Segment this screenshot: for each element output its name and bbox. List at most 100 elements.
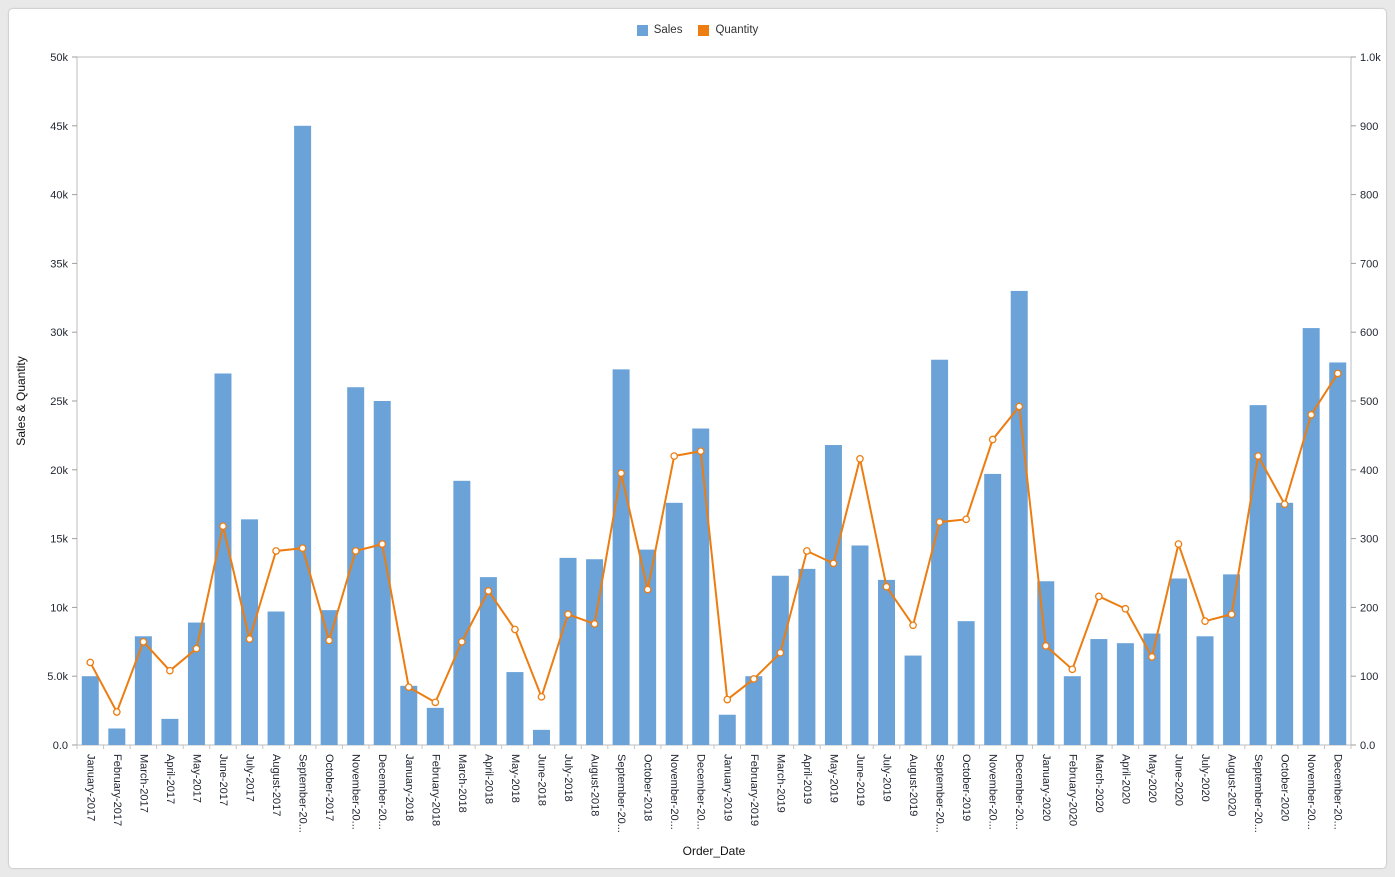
- sales-bar[interactable]: [453, 480, 471, 745]
- quantity-marker[interactable]: [431, 698, 440, 707]
- quantity-marker[interactable]: [245, 635, 254, 643]
- sales-bar[interactable]: [612, 369, 630, 745]
- quantity-marker[interactable]: [617, 469, 625, 478]
- sales-bar[interactable]: [639, 549, 657, 745]
- sales-bar[interactable]: [878, 579, 896, 745]
- sales-bar[interactable]: [904, 655, 922, 745]
- sales-bar[interactable]: [665, 502, 683, 745]
- quantity-marker[interactable]: [1041, 642, 1050, 650]
- sales-bar[interactable]: [294, 125, 312, 746]
- sales-bar[interactable]: [479, 577, 497, 745]
- sales-bar[interactable]: [134, 636, 152, 745]
- quantity-marker[interactable]: [272, 547, 280, 555]
- sales-bar[interactable]: [532, 729, 550, 745]
- quantity-marker[interactable]: [829, 559, 838, 568]
- sales-bar[interactable]: [320, 610, 338, 745]
- quantity-marker[interactable]: [882, 582, 891, 591]
- quantity-marker[interactable]: [935, 518, 944, 526]
- sales-bar[interactable]: [1223, 574, 1241, 745]
- quantity-marker[interactable]: [192, 644, 201, 653]
- quantity-marker[interactable]: [590, 620, 599, 628]
- sales-bar[interactable]: [1329, 362, 1347, 745]
- sales-bar[interactable]: [559, 557, 577, 745]
- quantity-marker[interactable]: [219, 522, 227, 531]
- sales-bar[interactable]: [347, 387, 365, 745]
- sales-bar[interactable]: [1116, 643, 1134, 745]
- x-axis-label: September-20...: [297, 754, 309, 833]
- quantity-marker[interactable]: [298, 544, 307, 553]
- sales-bar[interactable]: [931, 359, 949, 745]
- sales-bar[interactable]: [81, 676, 99, 745]
- sales-bar[interactable]: [1090, 639, 1108, 745]
- quantity-marker[interactable]: [537, 692, 546, 701]
- quantity-marker[interactable]: [458, 637, 466, 646]
- sales-bar[interactable]: [214, 373, 232, 745]
- sales-bar[interactable]: [1249, 405, 1267, 745]
- quantity-marker[interactable]: [1227, 610, 1236, 619]
- sales-bar[interactable]: [692, 428, 710, 745]
- quantity-marker[interactable]: [1121, 604, 1130, 613]
- quantity-marker[interactable]: [1015, 402, 1024, 411]
- quantity-marker[interactable]: [351, 547, 360, 555]
- sales-bar[interactable]: [1010, 290, 1028, 745]
- quantity-marker[interactable]: [643, 585, 652, 594]
- sales-bar[interactable]: [851, 545, 869, 745]
- quantity-marker[interactable]: [670, 452, 679, 460]
- sales-bar[interactable]: [745, 676, 763, 745]
- quantity-marker[interactable]: [1333, 369, 1342, 378]
- quantity-marker[interactable]: [325, 636, 333, 645]
- sales-bar[interactable]: [1037, 581, 1055, 745]
- sales-bar[interactable]: [506, 672, 524, 745]
- quantity-marker[interactable]: [988, 435, 997, 444]
- sales-bar[interactable]: [586, 559, 604, 745]
- sales-bar[interactable]: [718, 714, 736, 745]
- quantity-marker[interactable]: [1095, 592, 1103, 601]
- sales-bar[interactable]: [957, 621, 975, 745]
- sales-bar[interactable]: [267, 611, 285, 745]
- quantity-marker[interactable]: [564, 610, 572, 619]
- quantity-marker[interactable]: [696, 447, 705, 456]
- quantity-marker[interactable]: [166, 666, 174, 675]
- sales-quantity-combo-chart[interactable]: Sales & Quantity Order_Date 0.0 5.0k 10k 15…: [9, 45, 1386, 867]
- sales-bar[interactable]: [187, 622, 205, 745]
- legend-item-quantity[interactable]: Quantity: [698, 24, 758, 36]
- quantity-marker[interactable]: [1174, 540, 1183, 548]
- sales-bar[interactable]: [400, 685, 418, 745]
- quantity-marker[interactable]: [404, 683, 413, 692]
- sales-bar[interactable]: [798, 568, 816, 745]
- sales-bar[interactable]: [1276, 502, 1294, 745]
- quantity-marker[interactable]: [856, 454, 864, 463]
- sales-bar[interactable]: [984, 473, 1002, 745]
- sales-bar[interactable]: [1169, 578, 1187, 745]
- quantity-marker[interactable]: [1201, 617, 1209, 626]
- quantity-marker[interactable]: [1148, 653, 1156, 661]
- quantity-marker[interactable]: [378, 540, 387, 548]
- sales-bar[interactable]: [771, 575, 789, 745]
- sales-bar[interactable]: [1302, 328, 1320, 745]
- quantity-marker[interactable]: [723, 695, 732, 704]
- quantity-marker[interactable]: [909, 621, 917, 630]
- quantity-marker[interactable]: [776, 648, 785, 657]
- quantity-marker[interactable]: [1254, 452, 1262, 460]
- sales-bar[interactable]: [824, 445, 842, 745]
- quantity-marker[interactable]: [749, 675, 758, 683]
- sales-bar[interactable]: [241, 519, 259, 745]
- sales-bar[interactable]: [1143, 633, 1161, 745]
- quantity-marker[interactable]: [1068, 665, 1077, 674]
- quantity-marker[interactable]: [484, 587, 493, 595]
- quantity-marker[interactable]: [139, 637, 148, 646]
- sales-bar[interactable]: [1196, 636, 1214, 745]
- sales-bar[interactable]: [1063, 676, 1081, 745]
- sales-bar[interactable]: [161, 718, 179, 745]
- sales-bar[interactable]: [108, 728, 126, 745]
- quantity-marker[interactable]: [1280, 500, 1289, 509]
- legend-item-sales[interactable]: Sales: [636, 24, 682, 36]
- sales-bar[interactable]: [373, 401, 391, 745]
- sales-bar[interactable]: [426, 707, 444, 745]
- quantity-marker[interactable]: [803, 547, 811, 555]
- quantity-marker[interactable]: [86, 658, 95, 667]
- quantity-marker[interactable]: [962, 515, 970, 524]
- quantity-marker[interactable]: [1307, 410, 1316, 419]
- quantity-marker[interactable]: [511, 625, 519, 634]
- quantity-marker[interactable]: [112, 708, 121, 716]
